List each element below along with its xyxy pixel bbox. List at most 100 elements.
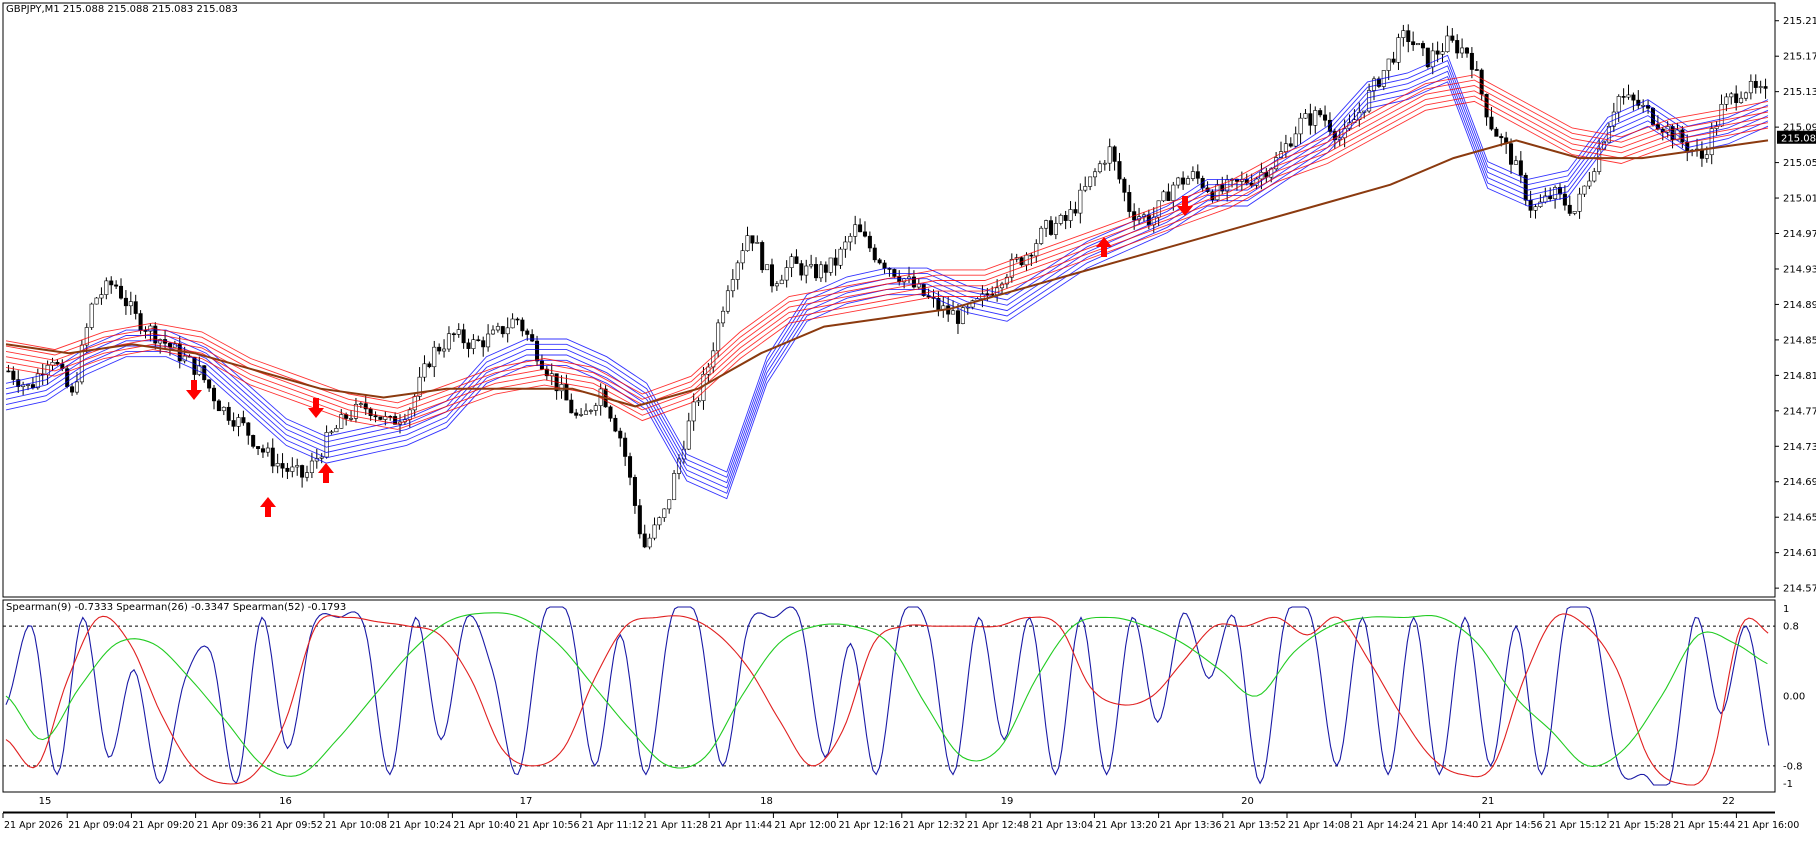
candle-body	[304, 472, 310, 478]
candle-body	[1171, 184, 1176, 201]
time-tick-label: 21 Apr 14:24	[1352, 820, 1414, 831]
candle-body	[1538, 201, 1543, 207]
candle-body	[632, 477, 637, 506]
candle-body	[143, 330, 148, 332]
candle-body	[1734, 93, 1739, 103]
price-panel[interactable]: 215.215 215.175 215.135 215.095 215.055 215.0…	[2, 2, 1816, 598]
candle-body	[495, 326, 500, 331]
candle-body	[535, 340, 540, 362]
candle-body	[672, 473, 677, 501]
candle-body	[1063, 215, 1068, 221]
candle-body	[212, 387, 217, 402]
candle-body	[867, 235, 872, 249]
slow-ma-ribbon-line	[5, 74, 1769, 404]
candle-body	[613, 417, 618, 432]
candle-body	[70, 386, 75, 393]
candle-body	[564, 384, 569, 401]
candle-body	[1308, 113, 1313, 126]
candle-body	[960, 307, 965, 324]
candle-body	[1367, 90, 1372, 112]
candle-body	[623, 437, 628, 457]
candle-body	[1494, 128, 1499, 137]
arrow-down-icon	[186, 380, 202, 400]
oscillator-panel[interactable]: 1 0.8 0.00 -0.8 -1	[2, 599, 1805, 793]
candle-body	[1293, 133, 1298, 147]
candle-body	[1225, 179, 1230, 192]
candle-body	[128, 301, 133, 307]
candle-body	[1739, 97, 1744, 103]
candle-body	[1029, 254, 1034, 257]
candle-body	[706, 366, 711, 375]
candle-body	[510, 318, 515, 329]
price-tick-label: 214.615	[1783, 548, 1816, 559]
price-tick-label: 215.135	[1783, 87, 1816, 98]
candle-body	[1650, 107, 1655, 125]
candle-body	[26, 384, 31, 386]
candle-body	[848, 235, 853, 243]
candle-body	[158, 339, 163, 344]
oscillator-panel-frame	[2, 599, 1776, 793]
time-tick-label: 21 Apr 11:28	[646, 820, 708, 831]
candle-body	[1039, 227, 1044, 244]
candle-body	[779, 279, 784, 285]
candle-body	[207, 379, 212, 389]
time-tick-label: 21 Apr 15:44	[1673, 820, 1735, 831]
candle-body	[1489, 116, 1494, 130]
candle-body	[955, 310, 960, 324]
candle-body	[1195, 171, 1200, 179]
candle-body	[618, 430, 623, 439]
candle-body	[652, 524, 657, 539]
arrow-down-icon	[308, 398, 324, 418]
candle-body	[490, 329, 496, 335]
oscillator-tick-label: 0.8	[1783, 622, 1799, 633]
candle-body	[241, 417, 246, 424]
time-tick-label: 21 Apr 12:48	[967, 820, 1029, 831]
candle-body	[1518, 160, 1523, 176]
slow-ma-ribbon-line	[5, 90, 1769, 420]
candle-body	[486, 333, 491, 348]
candle-body	[55, 361, 60, 365]
candle-body	[324, 432, 329, 458]
candle-body	[290, 466, 295, 472]
time-tick-label: 21 Apr 09:52	[261, 820, 323, 831]
candle-body	[716, 322, 721, 352]
candle-body	[1303, 113, 1308, 119]
candle-body	[133, 301, 138, 314]
candle-body	[1484, 93, 1489, 118]
time-tick-label: 21 Apr 13:04	[1031, 820, 1093, 831]
candle-body	[1416, 43, 1421, 46]
day-tick-label: 21	[1482, 796, 1495, 807]
candle-body	[256, 446, 261, 449]
candle-body	[1724, 96, 1729, 105]
candle-body	[427, 363, 432, 368]
candle-body	[368, 408, 373, 416]
candle-body	[1401, 30, 1406, 38]
candle-body	[637, 505, 642, 535]
candle-body	[1577, 193, 1582, 212]
candle-body	[378, 416, 383, 420]
candle-body	[1665, 126, 1670, 133]
time-tick-label: 21 Apr 15:28	[1609, 820, 1671, 831]
time-tick-label: 21 Apr 12:00	[774, 820, 836, 831]
candle-body	[1680, 129, 1685, 143]
price-tick-label: 214.655	[1783, 513, 1816, 524]
arrow-up-icon	[260, 497, 276, 517]
candle-body	[1499, 136, 1504, 139]
candle-body	[74, 381, 79, 393]
current-price-tag	[1777, 130, 1816, 144]
candle-body	[251, 435, 256, 447]
day-tick-label: 19	[1001, 796, 1014, 807]
candle-body	[691, 401, 696, 422]
candle-body	[608, 406, 613, 419]
candle-body	[1763, 86, 1768, 89]
price-tick-label: 214.815	[1783, 371, 1816, 382]
candle-body	[226, 406, 231, 421]
time-tick-label: 21 Apr 12:32	[903, 820, 965, 831]
candle-body	[1435, 50, 1440, 55]
oscillator-tick-label: 0.00	[1783, 692, 1805, 703]
candle-body	[1112, 146, 1117, 162]
candle-body	[192, 356, 197, 375]
candle-body	[446, 333, 451, 350]
